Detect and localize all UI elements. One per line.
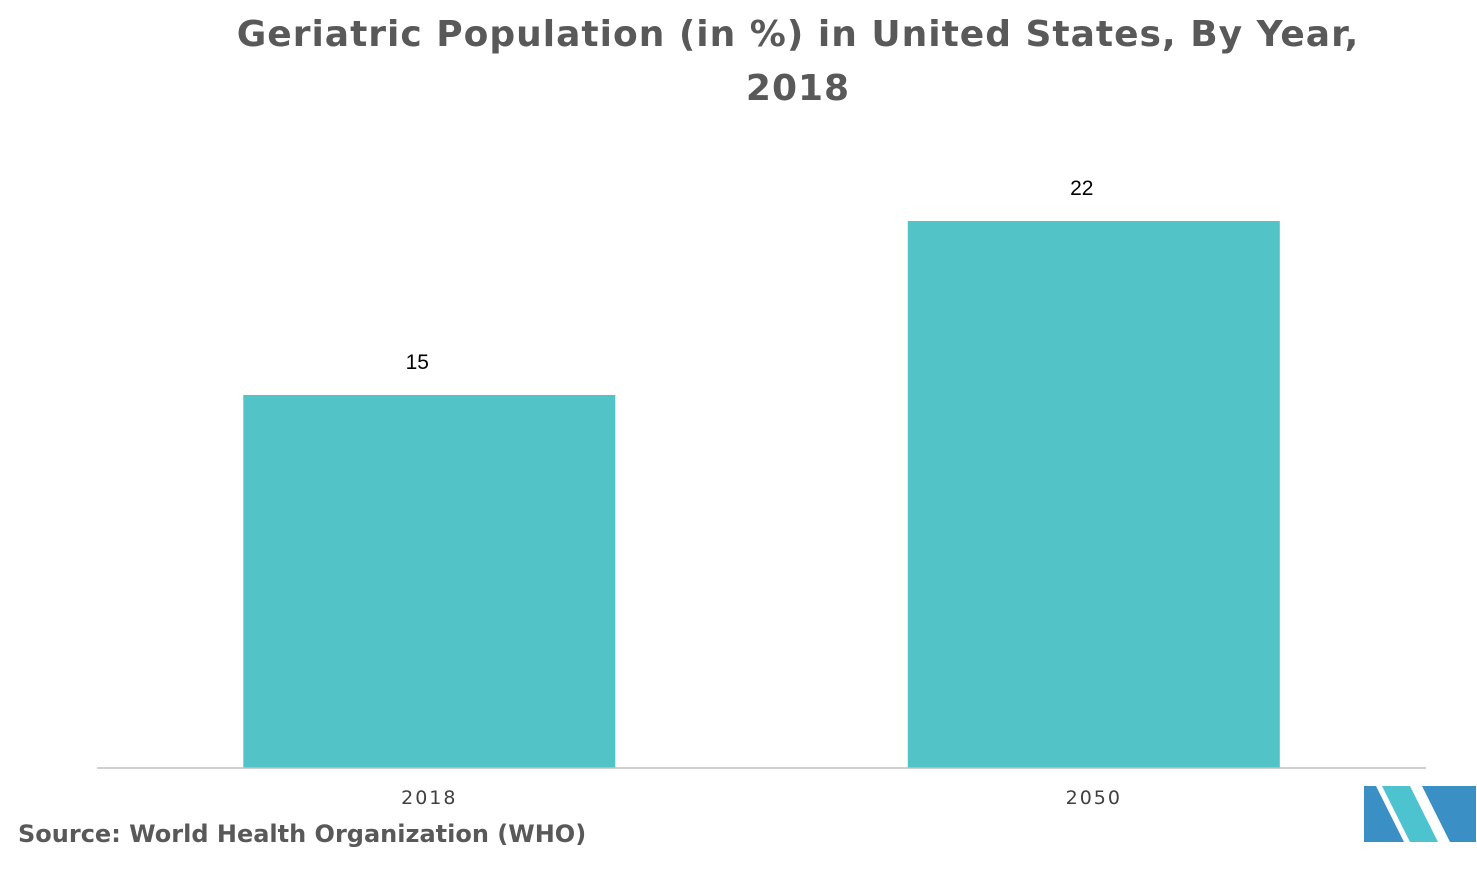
x-tick-labels-layer: 2018 2050 bbox=[401, 787, 1122, 809]
logo-left-stroke bbox=[1364, 786, 1404, 842]
x-tick-label-2018: 2018 bbox=[401, 787, 457, 809]
data-label-2018: 15 bbox=[406, 351, 429, 374]
logo-right-stroke bbox=[1422, 786, 1476, 842]
logo-mid-stroke bbox=[1382, 786, 1438, 842]
source-note: Source: World Health Organization (WHO) bbox=[18, 820, 587, 848]
x-tick-label-2050: 2050 bbox=[1066, 787, 1122, 809]
data-label-2050: 22 bbox=[1070, 177, 1093, 200]
mordor-intelligence-logo-icon bbox=[1364, 786, 1476, 842]
bar-2018 bbox=[243, 395, 616, 768]
bars-layer bbox=[243, 221, 1280, 768]
bar-2050 bbox=[907, 221, 1280, 768]
chart-title: Geriatric Population (in %) in United St… bbox=[236, 14, 1360, 109]
